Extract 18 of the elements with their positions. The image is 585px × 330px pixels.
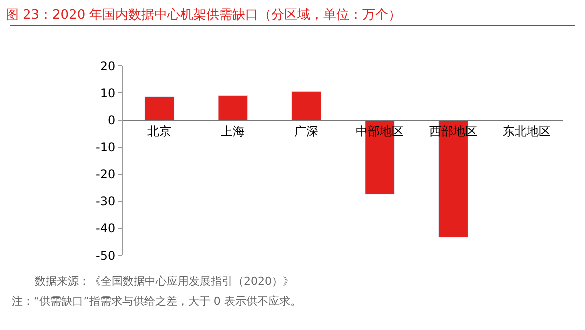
bar [144,96,175,121]
y-tick-label: 10 [100,86,116,100]
y-tick-label: -30 [96,194,116,209]
x-tick-label: 北京 [148,124,172,139]
y-tick-label: -40 [96,222,116,236]
x-tick-label: 上海 [221,124,246,139]
y-tick-label: -10 [96,140,116,155]
x-tick-label: 广深 [294,124,319,139]
y-tick-label: 20 [100,59,116,74]
y-tick-label: 0 [108,114,116,128]
y-tick-label: -20 [96,168,116,182]
text: 注：“供需缺口”指需求与供给之差，大于 0 表示供不应求。 [12,295,302,308]
bar [218,95,248,121]
source-note: 数据来源：《全国数据中心应用发展指引（2020）》 [35,275,294,288]
bar [292,91,322,121]
x-tick-label: 东北地区 [502,124,551,139]
y-tick-label: -50 [96,248,116,263]
chart-title: 图 23：2020 年国内数据中心机架供需缺口（分区域，单位：万个） [6,7,402,23]
